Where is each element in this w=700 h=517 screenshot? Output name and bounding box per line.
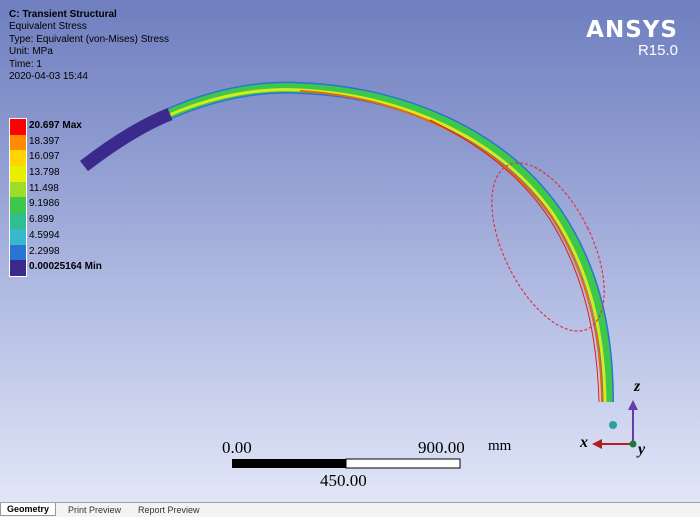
scale-label-left: 0.00 <box>222 438 252 457</box>
critical-region-marker <box>491 162 605 332</box>
tab-geometry[interactable]: Geometry <box>0 503 57 516</box>
scale-bar-left <box>232 459 346 468</box>
view-tab-bar: Geometry Print Preview Report Preview <box>0 502 700 517</box>
result-time: Time: 1 <box>9 58 42 70</box>
pipe-band-green <box>81 83 613 403</box>
legend-swatch <box>10 166 26 182</box>
legend-swatch <box>10 150 26 167</box>
pipe-band-outer-blue <box>80 81 614 403</box>
triad-x-arrow <box>592 439 602 449</box>
scale-label-mid: 450.00 <box>320 471 367 490</box>
legend-swatch <box>10 213 26 229</box>
pipe-band-yellow <box>89 88 607 403</box>
legend-swatch <box>10 244 26 261</box>
legend-labels: 20.697 Max 18.397 16.097 13.798 11.498 9… <box>29 118 102 275</box>
legend-label: 4.5994 <box>29 229 60 241</box>
triad-sphere <box>609 421 617 429</box>
legend-swatch <box>10 119 26 135</box>
brand-release: R15.0 <box>637 42 678 59</box>
legend-label: 13.798 <box>29 167 60 179</box>
legend-label: 16.097 <box>29 151 60 163</box>
coordinate-triad <box>592 400 638 449</box>
legend-label: 18.397 <box>29 135 60 147</box>
triad-origin <box>629 440 637 448</box>
tab-report-preview[interactable]: Report Preview <box>138 505 200 515</box>
legend-label: 6.899 <box>29 214 55 226</box>
legend-swatch <box>10 228 26 245</box>
triad-z-label: z <box>634 378 641 395</box>
pipe-fixed-end <box>80 107 173 172</box>
triad-x-label: x <box>580 434 588 451</box>
legend-label-max: 20.697 Max <box>29 120 82 131</box>
legend-label: 11.498 <box>29 182 59 194</box>
result-unit: Unit: MPa <box>9 46 53 58</box>
scale-bar-right <box>345 458 461 469</box>
legend-swatch <box>10 181 26 198</box>
model-scene[interactable] <box>0 0 700 502</box>
result-name: Equivalent Stress <box>9 21 87 33</box>
analysis-title: C: Transient Structural <box>9 9 117 20</box>
triad-z-arrow <box>628 400 638 410</box>
graphics-viewport[interactable]: C: Transient Structural Equivalent Stres… <box>0 0 700 502</box>
scale-label-right: 900.00 <box>418 438 465 457</box>
legend-swatch <box>10 197 26 214</box>
brand-name: ANSYS <box>586 17 678 43</box>
result-date: 2020-04-03 15:44 <box>9 71 88 83</box>
ansys-logo: ANSYS R15.0 <box>586 18 678 59</box>
legend-swatch <box>10 260 26 276</box>
pipe-band-orange <box>299 90 603 403</box>
legend-swatch <box>10 134 26 151</box>
pipe-band-red <box>429 119 600 403</box>
legend-label: 9.1986 <box>29 198 60 210</box>
legend-label-min: 0.00025164 Min <box>29 261 102 273</box>
tab-print-preview[interactable]: Print Preview <box>68 505 122 515</box>
scale-bar <box>232 458 461 469</box>
result-type: Type: Equivalent (von-Mises) Stress <box>9 33 170 45</box>
scale-unit: mm <box>488 438 512 454</box>
legend-color-bar <box>9 118 27 277</box>
legend-label: 2.2998 <box>29 245 60 257</box>
triad-y-label: y <box>638 441 646 458</box>
result-info: C: Transient Structural Equivalent Stres… <box>9 9 169 83</box>
